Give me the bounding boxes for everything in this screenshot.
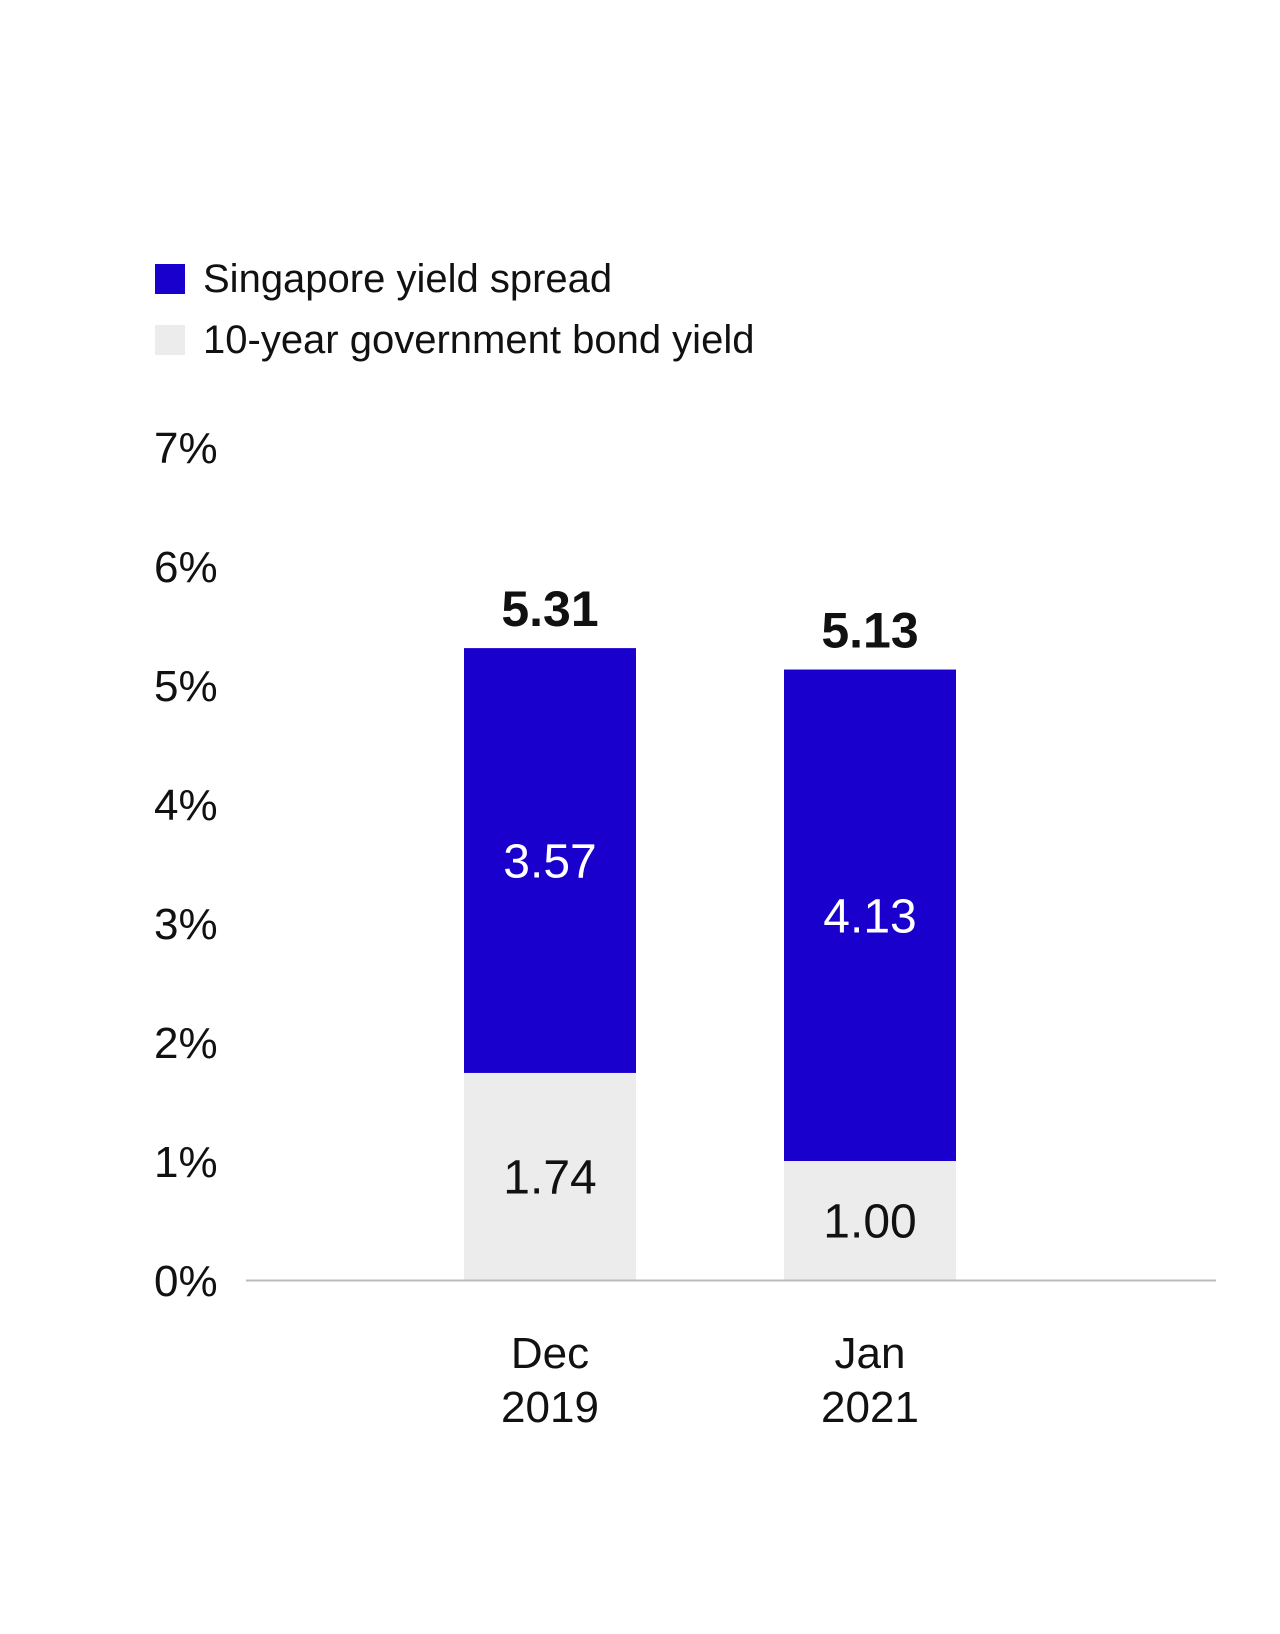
bar-segment: [784, 669, 956, 1161]
x-category-label-line: Jan: [835, 1329, 906, 1378]
legend-swatch: [155, 325, 185, 355]
legend-label: 10-year government bond yield: [203, 318, 754, 362]
x-category-label: Dec 2019: [501, 1329, 599, 1432]
bars: 1.74 3.57 5.31 1.00 4.13 5.13: [464, 581, 956, 1280]
bar-segment: [464, 648, 636, 1073]
x-category-label-line: 2021: [821, 1383, 919, 1432]
y-tick-label: 5%: [154, 662, 218, 711]
x-category-label-line: 2019: [501, 1383, 599, 1432]
y-tick-label: 4%: [154, 781, 218, 830]
legend-swatch: [155, 264, 185, 294]
y-tick-label: 0%: [154, 1257, 218, 1306]
segment-value-label: 4.13: [823, 890, 916, 943]
x-axis: Dec 2019 Jan 2021: [246, 1279, 1216, 1432]
y-tick-label: 1%: [154, 1138, 218, 1187]
legend-label: Singapore yield spread: [203, 257, 612, 301]
total-value-label: 5.13: [821, 603, 918, 659]
segment-value-label: 1.00: [823, 1196, 916, 1249]
y-tick-label: 2%: [154, 1019, 218, 1068]
x-category-label: Jan 2021: [821, 1329, 919, 1432]
y-tick-label: 7%: [154, 424, 218, 473]
bar-segment: [784, 1161, 956, 1280]
bar-segment: [464, 1072, 636, 1280]
legend: Singapore yield spread 10-year government…: [155, 257, 754, 362]
y-tick-label: 3%: [154, 900, 218, 949]
y-axis: 0% 1% 2% 3% 4% 5% 6% 7%: [154, 424, 218, 1306]
segment-value-label: 1.74: [503, 1151, 596, 1204]
total-value-label: 5.31: [501, 581, 598, 637]
y-tick-label: 6%: [154, 543, 218, 592]
x-category-label-line: Dec: [511, 1329, 589, 1378]
segment-value-label: 3.57: [503, 836, 596, 889]
